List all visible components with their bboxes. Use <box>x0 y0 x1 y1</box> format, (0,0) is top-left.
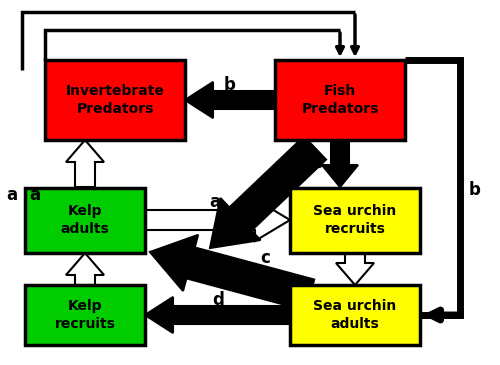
FancyBboxPatch shape <box>45 60 185 140</box>
Text: Invertebrate
Predators: Invertebrate Predators <box>66 84 164 116</box>
Text: Sea urchin
adults: Sea urchin adults <box>314 299 396 331</box>
Polygon shape <box>150 235 314 311</box>
Polygon shape <box>145 199 290 241</box>
Text: d: d <box>212 291 224 309</box>
Polygon shape <box>145 297 290 333</box>
Text: a: a <box>6 186 18 204</box>
FancyBboxPatch shape <box>290 285 420 345</box>
FancyBboxPatch shape <box>290 188 420 253</box>
Polygon shape <box>336 253 374 285</box>
Text: Kelp
recruits: Kelp recruits <box>54 299 116 331</box>
Text: b: b <box>224 76 236 94</box>
Polygon shape <box>66 140 104 187</box>
FancyBboxPatch shape <box>275 60 405 140</box>
Polygon shape <box>185 82 275 118</box>
Text: b: b <box>469 181 481 199</box>
Text: a: a <box>30 186 40 204</box>
Text: a: a <box>210 193 220 211</box>
Text: b: b <box>289 166 301 184</box>
Polygon shape <box>322 140 358 187</box>
FancyBboxPatch shape <box>25 285 145 345</box>
Text: Sea urchin
recruits: Sea urchin recruits <box>314 204 396 236</box>
Polygon shape <box>66 253 104 285</box>
Text: b: b <box>312 154 324 172</box>
Text: Kelp
adults: Kelp adults <box>60 204 110 236</box>
FancyBboxPatch shape <box>25 188 145 253</box>
Polygon shape <box>210 137 326 248</box>
Text: Fish
Predators: Fish Predators <box>302 84 378 116</box>
Text: c: c <box>260 249 270 267</box>
